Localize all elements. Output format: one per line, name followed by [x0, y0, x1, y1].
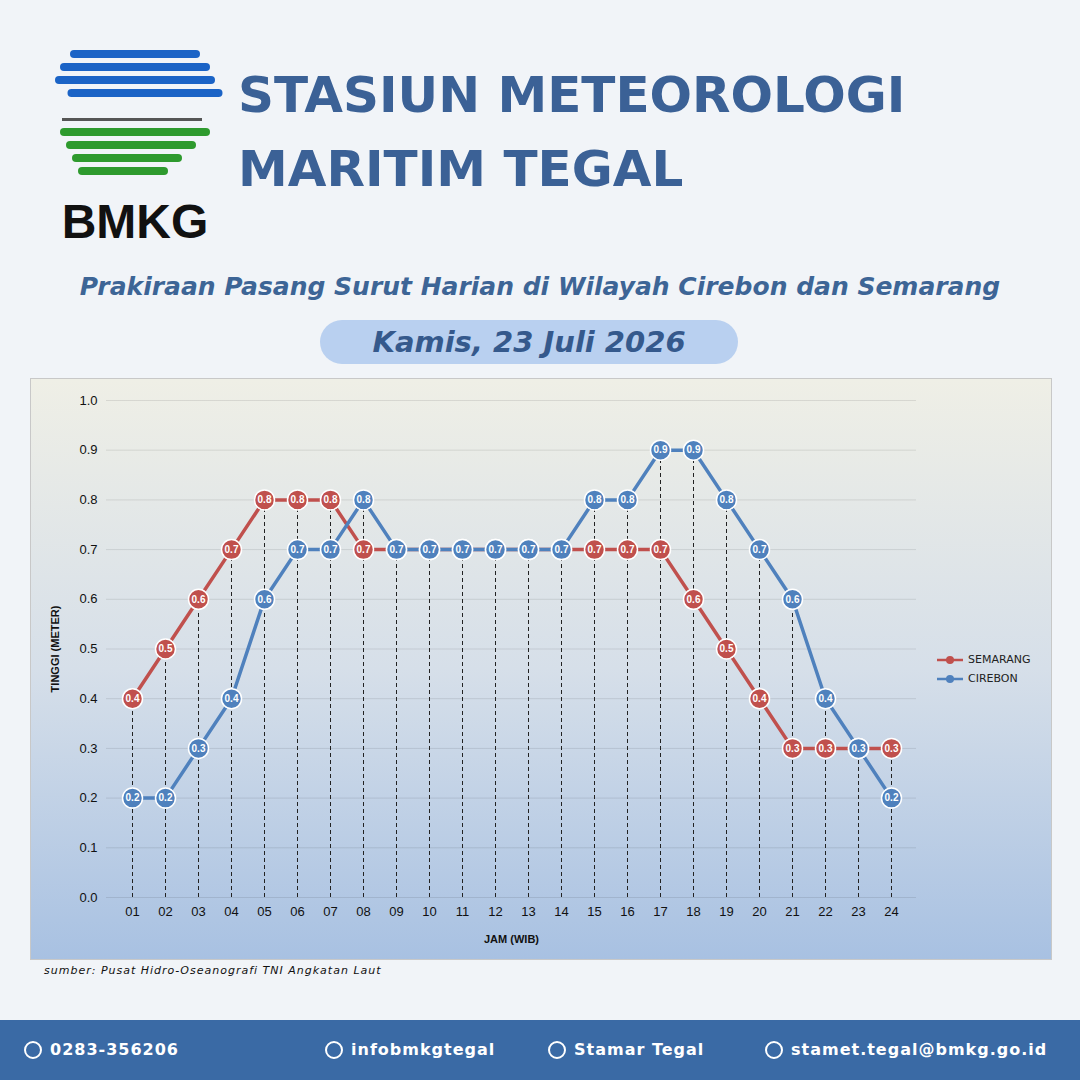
svg-text:0.4: 0.4 [753, 692, 767, 703]
svg-text:JAM (WIB): JAM (WIB) [484, 932, 539, 944]
svg-text:0.3: 0.3 [79, 740, 97, 755]
svg-text:15: 15 [587, 903, 601, 918]
svg-text:0.1: 0.1 [79, 839, 97, 854]
svg-text:0.7: 0.7 [390, 543, 404, 554]
svg-text:0.7: 0.7 [456, 543, 470, 554]
svg-text:11: 11 [456, 903, 470, 918]
html-text:stamet.tegal@bmkg.go.id: stamet.tegal@bmkg.go.id [791, 1040, 1048, 1059]
svg-text:0.7: 0.7 [291, 543, 305, 554]
svg-text:05: 05 [257, 903, 271, 918]
svg-text:24: 24 [884, 903, 898, 918]
svg-text:22: 22 [818, 903, 832, 918]
svg-text:0.4: 0.4 [225, 692, 239, 703]
svg-text:0.2: 0.2 [885, 792, 899, 803]
svg-text:0.7: 0.7 [753, 543, 767, 554]
svg-text:0.7: 0.7 [423, 543, 437, 554]
html-text:infobmkgtegal: infobmkgtegal [351, 1040, 496, 1059]
svg-text:0.7: 0.7 [423, 543, 437, 554]
svg-text:0.7: 0.7 [489, 543, 503, 554]
svg-text:0.2: 0.2 [126, 792, 140, 803]
html-text:STASIUN METEOROLOGI: STASIUN METEOROLOGI [238, 66, 906, 124]
svg-text:09: 09 [389, 903, 403, 918]
svg-text:0.6: 0.6 [786, 593, 800, 604]
svg-text:0.7: 0.7 [225, 543, 239, 554]
svg-text:0.3: 0.3 [852, 742, 866, 753]
svg-text:0.7: 0.7 [588, 543, 602, 554]
svg-text:0.5: 0.5 [720, 643, 734, 654]
svg-text:0.8: 0.8 [324, 494, 338, 505]
html-text:MARITIM TEGAL: MARITIM TEGAL [238, 140, 684, 198]
svg-text:17: 17 [653, 903, 667, 918]
html-text:Kamis, 23 Juli 2026: Kamis, 23 Juli 2026 [372, 325, 686, 359]
svg-text:0.6: 0.6 [258, 593, 272, 604]
svg-text:0.7: 0.7 [456, 543, 470, 554]
svg-text:0.9: 0.9 [654, 444, 668, 455]
svg-text:0.0: 0.0 [79, 889, 97, 904]
svg-text:0.6: 0.6 [687, 593, 701, 604]
svg-text:0.3: 0.3 [819, 742, 833, 753]
svg-text:0.8: 0.8 [357, 494, 371, 505]
html-text:Stamar Tegal: Stamar Tegal [574, 1040, 705, 1059]
svg-text:0.7: 0.7 [357, 543, 371, 554]
html-text:CIREBON: CIREBON [968, 672, 1018, 685]
svg-text:14: 14 [554, 903, 568, 918]
svg-text:0.4: 0.4 [126, 692, 140, 703]
svg-text:0.4: 0.4 [819, 692, 833, 703]
svg-text:0.7: 0.7 [522, 543, 536, 554]
html-text:SEMARANG: SEMARANG [968, 653, 1031, 666]
svg-text:0.9: 0.9 [79, 442, 97, 457]
svg-text:03: 03 [191, 903, 205, 918]
svg-text:0.7: 0.7 [489, 543, 503, 554]
svg-text:0.4: 0.4 [79, 690, 97, 705]
svg-text:0.7: 0.7 [555, 543, 569, 554]
svg-text:0.7: 0.7 [390, 543, 404, 554]
svg-text:0.7: 0.7 [79, 541, 97, 556]
svg-text:13: 13 [521, 903, 535, 918]
svg-text:0.8: 0.8 [258, 494, 272, 505]
svg-text:0.3: 0.3 [192, 742, 206, 753]
svg-text:0.6: 0.6 [192, 593, 206, 604]
svg-text:0.7: 0.7 [555, 543, 569, 554]
svg-text:1.0: 1.0 [79, 392, 97, 407]
svg-text:23: 23 [851, 903, 865, 918]
svg-text:0.8: 0.8 [720, 494, 734, 505]
svg-text:0.5: 0.5 [79, 641, 97, 656]
svg-text:0.8: 0.8 [621, 494, 635, 505]
svg-text:08: 08 [356, 903, 370, 918]
svg-text:0.2: 0.2 [159, 792, 173, 803]
svg-text:0.3: 0.3 [786, 742, 800, 753]
svg-text:0.9: 0.9 [687, 444, 701, 455]
svg-text:04: 04 [224, 903, 238, 918]
svg-text:21: 21 [785, 903, 799, 918]
svg-text:0.8: 0.8 [588, 494, 602, 505]
svg-text:10: 10 [422, 903, 436, 918]
svg-text:19: 19 [719, 903, 733, 918]
svg-text:0.7: 0.7 [654, 543, 668, 554]
svg-text:16: 16 [620, 903, 634, 918]
svg-text:0.2: 0.2 [79, 790, 97, 805]
svg-text:07: 07 [323, 903, 337, 918]
svg-text:BMKG: BMKG [62, 195, 209, 248]
svg-text:0.7: 0.7 [324, 543, 338, 554]
svg-text:0.8: 0.8 [79, 492, 97, 507]
svg-text:0.3: 0.3 [885, 742, 899, 753]
svg-text:20: 20 [752, 903, 766, 918]
svg-text:0.5: 0.5 [159, 643, 173, 654]
svg-text:01: 01 [125, 903, 139, 918]
html-text:Prakiraan Pasang Surut Harian: Prakiraan Pasang Surut Harian di Wilayah… [79, 272, 1001, 301]
svg-text:18: 18 [686, 903, 700, 918]
svg-text:12: 12 [488, 903, 502, 918]
svg-text:0.6: 0.6 [79, 591, 97, 606]
html-text:0283-356206: 0283-356206 [50, 1040, 179, 1059]
svg-text:06: 06 [290, 903, 304, 918]
svg-text:0.3: 0.3 [852, 742, 866, 753]
svg-text:0.7: 0.7 [522, 543, 536, 554]
svg-text:0.7: 0.7 [621, 543, 635, 554]
svg-text:0.8: 0.8 [291, 494, 305, 505]
html-text:sumber: Pusat Hidro-Oseanograf: sumber: Pusat Hidro-Oseanografi TNI Angk… [44, 964, 382, 977]
svg-text:TINGGI (METER): TINGGI (METER) [49, 605, 61, 692]
svg-text:02: 02 [158, 903, 172, 918]
